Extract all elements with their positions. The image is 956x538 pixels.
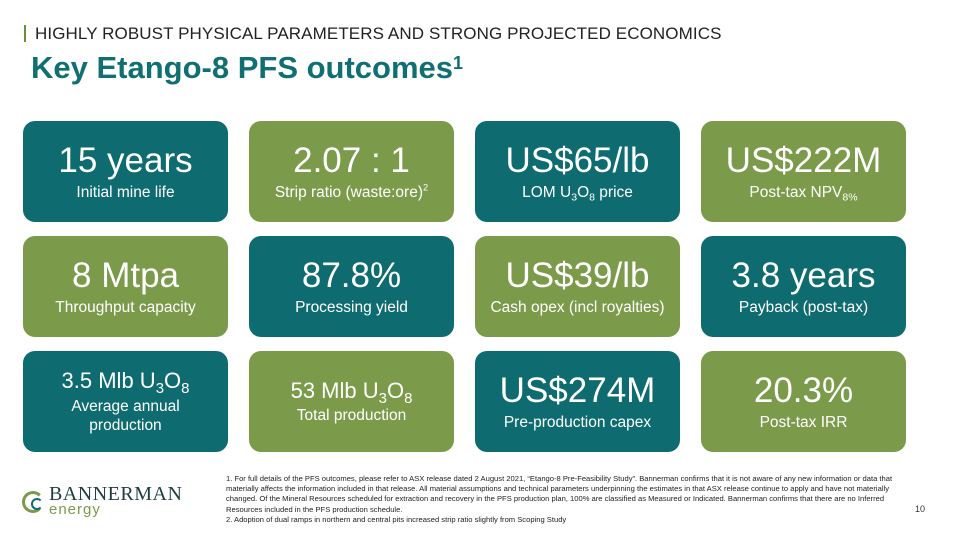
page-number: 10 (915, 504, 926, 514)
card-annual-production: 3.5 Mlb U3O8 Average annual production (23, 351, 228, 452)
card-value: 20.3% (753, 371, 854, 410)
card-caption: Pre-production capex (503, 414, 652, 431)
card-processing-yield: 87.8% Processing yield (249, 236, 454, 337)
card-caption: Processing yield (295, 299, 408, 316)
card-value: US$65/lb (505, 141, 650, 180)
title-footnote-ref: 1 (453, 53, 464, 73)
logo-sub: energy (49, 501, 101, 518)
card-caption: Throughput capacity (55, 299, 196, 316)
footnote-2: 2. Adoption of dual ramps in northern an… (226, 514, 567, 524)
card-value: 53 Mlb U3O8 (290, 378, 413, 408)
card-mine-life: 15 years Initial mine life (23, 121, 228, 222)
card-caption: Average annual production (71, 398, 180, 434)
card-uranium-price: US$65/lb LOM U3O8 price (475, 121, 680, 222)
card-value: 87.8% (301, 256, 402, 295)
card-caption: Strip ratio (waste:ore)2 (274, 182, 429, 201)
footnotes: 1. For full details of the PFS outcomes,… (226, 474, 902, 525)
card-value: 2.07 : 1 (293, 141, 410, 180)
card-value: 15 years (58, 141, 193, 180)
page-title: Key Etango-8 PFS outcomes1 (31, 50, 463, 86)
bannerman-logo: BANNERMAN energy (22, 483, 183, 518)
card-value: 3.5 Mlb U3O8 (61, 368, 190, 398)
card-caption: Payback (post-tax) (738, 299, 869, 316)
card-strip-ratio: 2.07 : 1 Strip ratio (waste:ore)2 (249, 121, 454, 222)
kicker-heading: HIGHLY ROBUST PHYSICAL PARAMETERS AND ST… (35, 24, 722, 43)
card-cash-opex: US$39/lb Cash opex (incl royalties) (475, 236, 680, 337)
card-caption: Total production (296, 407, 407, 424)
card-throughput: 8 Mtpa Throughput capacity (23, 236, 228, 337)
outcomes-grid: 15 years Initial mine life 2.07 : 1 Stri… (23, 121, 906, 452)
card-caption: Post-tax IRR (759, 414, 848, 431)
card-caption: LOM U3O8 price (522, 184, 633, 204)
card-capex: US$274M Pre-production capex (475, 351, 680, 452)
card-value: US$274M (499, 371, 656, 410)
header-accent-bar (24, 25, 26, 42)
footnote-1: 1. For full details of the PFS outcomes,… (226, 474, 893, 514)
card-value: 3.8 years (731, 256, 876, 295)
card-caption: Cash opex (incl royalties) (490, 299, 665, 316)
card-total-production: 53 Mlb U3O8 Total production (249, 351, 454, 452)
card-payback: 3.8 years Payback (post-tax) (701, 236, 906, 337)
card-caption: Initial mine life (76, 184, 175, 201)
card-caption: Post-tax NPV8% (749, 184, 858, 204)
card-value: US$222M (725, 141, 882, 180)
card-value: US$39/lb (505, 256, 650, 295)
title-text: Key Etango-8 PFS outcomes (31, 50, 454, 85)
logo-name: BANNERMAN (49, 483, 183, 505)
card-value: 8 Mtpa (72, 256, 179, 295)
logo-mark-icon (22, 491, 44, 513)
card-irr: 20.3% Post-tax IRR (701, 351, 906, 452)
card-npv: US$222M Post-tax NPV8% (701, 121, 906, 222)
